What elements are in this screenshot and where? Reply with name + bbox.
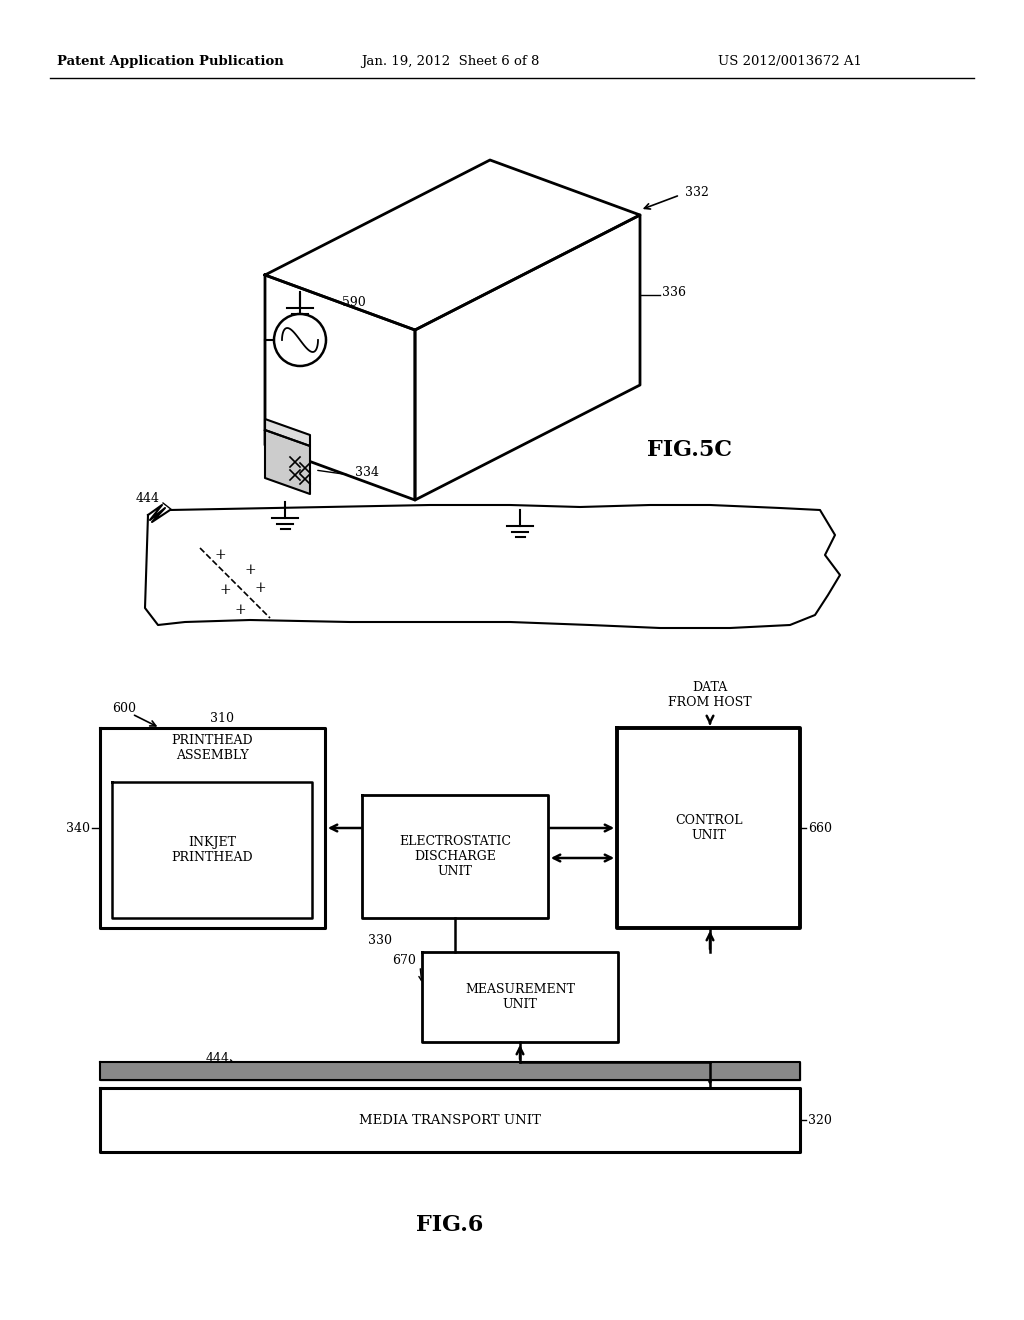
Text: 330: 330 <box>368 933 392 946</box>
Polygon shape <box>100 1088 800 1152</box>
Text: US 2012/0013672 A1: US 2012/0013672 A1 <box>718 55 862 69</box>
Polygon shape <box>100 1063 800 1080</box>
Text: 340: 340 <box>66 821 90 834</box>
Text: 310: 310 <box>210 711 234 725</box>
Text: MEDIA TRANSPORT UNIT: MEDIA TRANSPORT UNIT <box>359 1114 541 1126</box>
Text: Patent Application Publication: Patent Application Publication <box>56 55 284 69</box>
Polygon shape <box>362 795 548 917</box>
Circle shape <box>274 314 326 366</box>
Polygon shape <box>265 275 415 500</box>
Polygon shape <box>617 729 800 928</box>
Text: MEASUREMENT
UNIT: MEASUREMENT UNIT <box>465 983 575 1011</box>
Text: +: + <box>244 564 256 577</box>
Text: 600: 600 <box>112 701 136 714</box>
Text: 320: 320 <box>808 1114 831 1126</box>
Polygon shape <box>265 418 310 446</box>
Text: 444: 444 <box>136 491 160 504</box>
Text: +: + <box>254 581 266 595</box>
Text: ELECTROSTATIC
DISCHARGE
UNIT: ELECTROSTATIC DISCHARGE UNIT <box>399 836 511 878</box>
Polygon shape <box>100 729 325 928</box>
Text: 332: 332 <box>685 186 709 199</box>
Text: CONTROL
UNIT: CONTROL UNIT <box>675 814 742 842</box>
Polygon shape <box>145 506 840 628</box>
Text: 336: 336 <box>662 286 686 300</box>
Polygon shape <box>415 215 640 500</box>
Text: DATA
FROM HOST: DATA FROM HOST <box>669 681 752 709</box>
Text: 444: 444 <box>206 1052 230 1064</box>
Polygon shape <box>112 781 312 917</box>
Text: PRINTHEAD
ASSEMBLY: PRINTHEAD ASSEMBLY <box>171 734 253 762</box>
Text: FIG.6: FIG.6 <box>417 1214 483 1236</box>
Text: 334: 334 <box>355 466 379 479</box>
Text: 670: 670 <box>392 953 416 966</box>
Text: Jan. 19, 2012  Sheet 6 of 8: Jan. 19, 2012 Sheet 6 of 8 <box>360 55 540 69</box>
Text: 590: 590 <box>342 297 366 309</box>
Polygon shape <box>265 160 640 330</box>
Text: 660: 660 <box>808 821 831 834</box>
Polygon shape <box>422 952 618 1041</box>
Text: INKJET
PRINTHEAD: INKJET PRINTHEAD <box>171 836 253 865</box>
Polygon shape <box>265 430 310 494</box>
Text: +: + <box>214 548 226 562</box>
Text: +: + <box>234 603 246 616</box>
Text: FIG.5C: FIG.5C <box>647 440 732 461</box>
Text: +: + <box>219 583 230 597</box>
